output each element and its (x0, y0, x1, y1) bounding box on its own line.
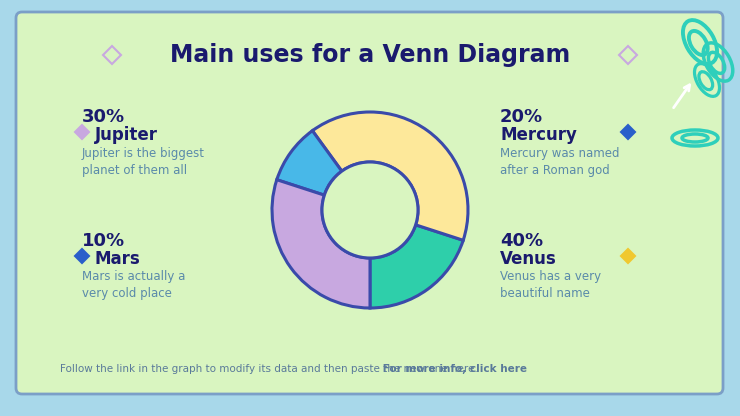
Wedge shape (312, 112, 468, 240)
Text: Mars is actually a
very cold place: Mars is actually a very cold place (82, 270, 186, 300)
Text: 20%: 20% (500, 108, 543, 126)
Wedge shape (272, 180, 370, 308)
Text: Follow the link in the graph to modify its data and then paste the new one here.: Follow the link in the graph to modify i… (60, 364, 478, 374)
Text: Venus has a very
beautiful name: Venus has a very beautiful name (500, 270, 601, 300)
Text: 30%: 30% (82, 108, 125, 126)
Text: Jupiter: Jupiter (95, 126, 158, 144)
Wedge shape (277, 131, 342, 195)
Text: Mercury was named
after a Roman god: Mercury was named after a Roman god (500, 147, 619, 177)
Text: Mars: Mars (95, 250, 141, 268)
Text: Jupiter is the biggest
planet of them all: Jupiter is the biggest planet of them al… (82, 147, 205, 177)
Circle shape (322, 162, 418, 258)
Text: For more info, click here: For more info, click here (60, 364, 527, 374)
Text: Mercury: Mercury (500, 126, 577, 144)
Wedge shape (370, 225, 463, 308)
Text: Venus: Venus (500, 250, 556, 268)
Text: 40%: 40% (500, 232, 543, 250)
Text: 10%: 10% (82, 232, 125, 250)
Polygon shape (621, 125, 635, 139)
FancyBboxPatch shape (16, 12, 723, 394)
Polygon shape (75, 125, 89, 139)
Polygon shape (75, 249, 89, 263)
Text: Main uses for a Venn Diagram: Main uses for a Venn Diagram (170, 43, 570, 67)
Polygon shape (621, 249, 635, 263)
